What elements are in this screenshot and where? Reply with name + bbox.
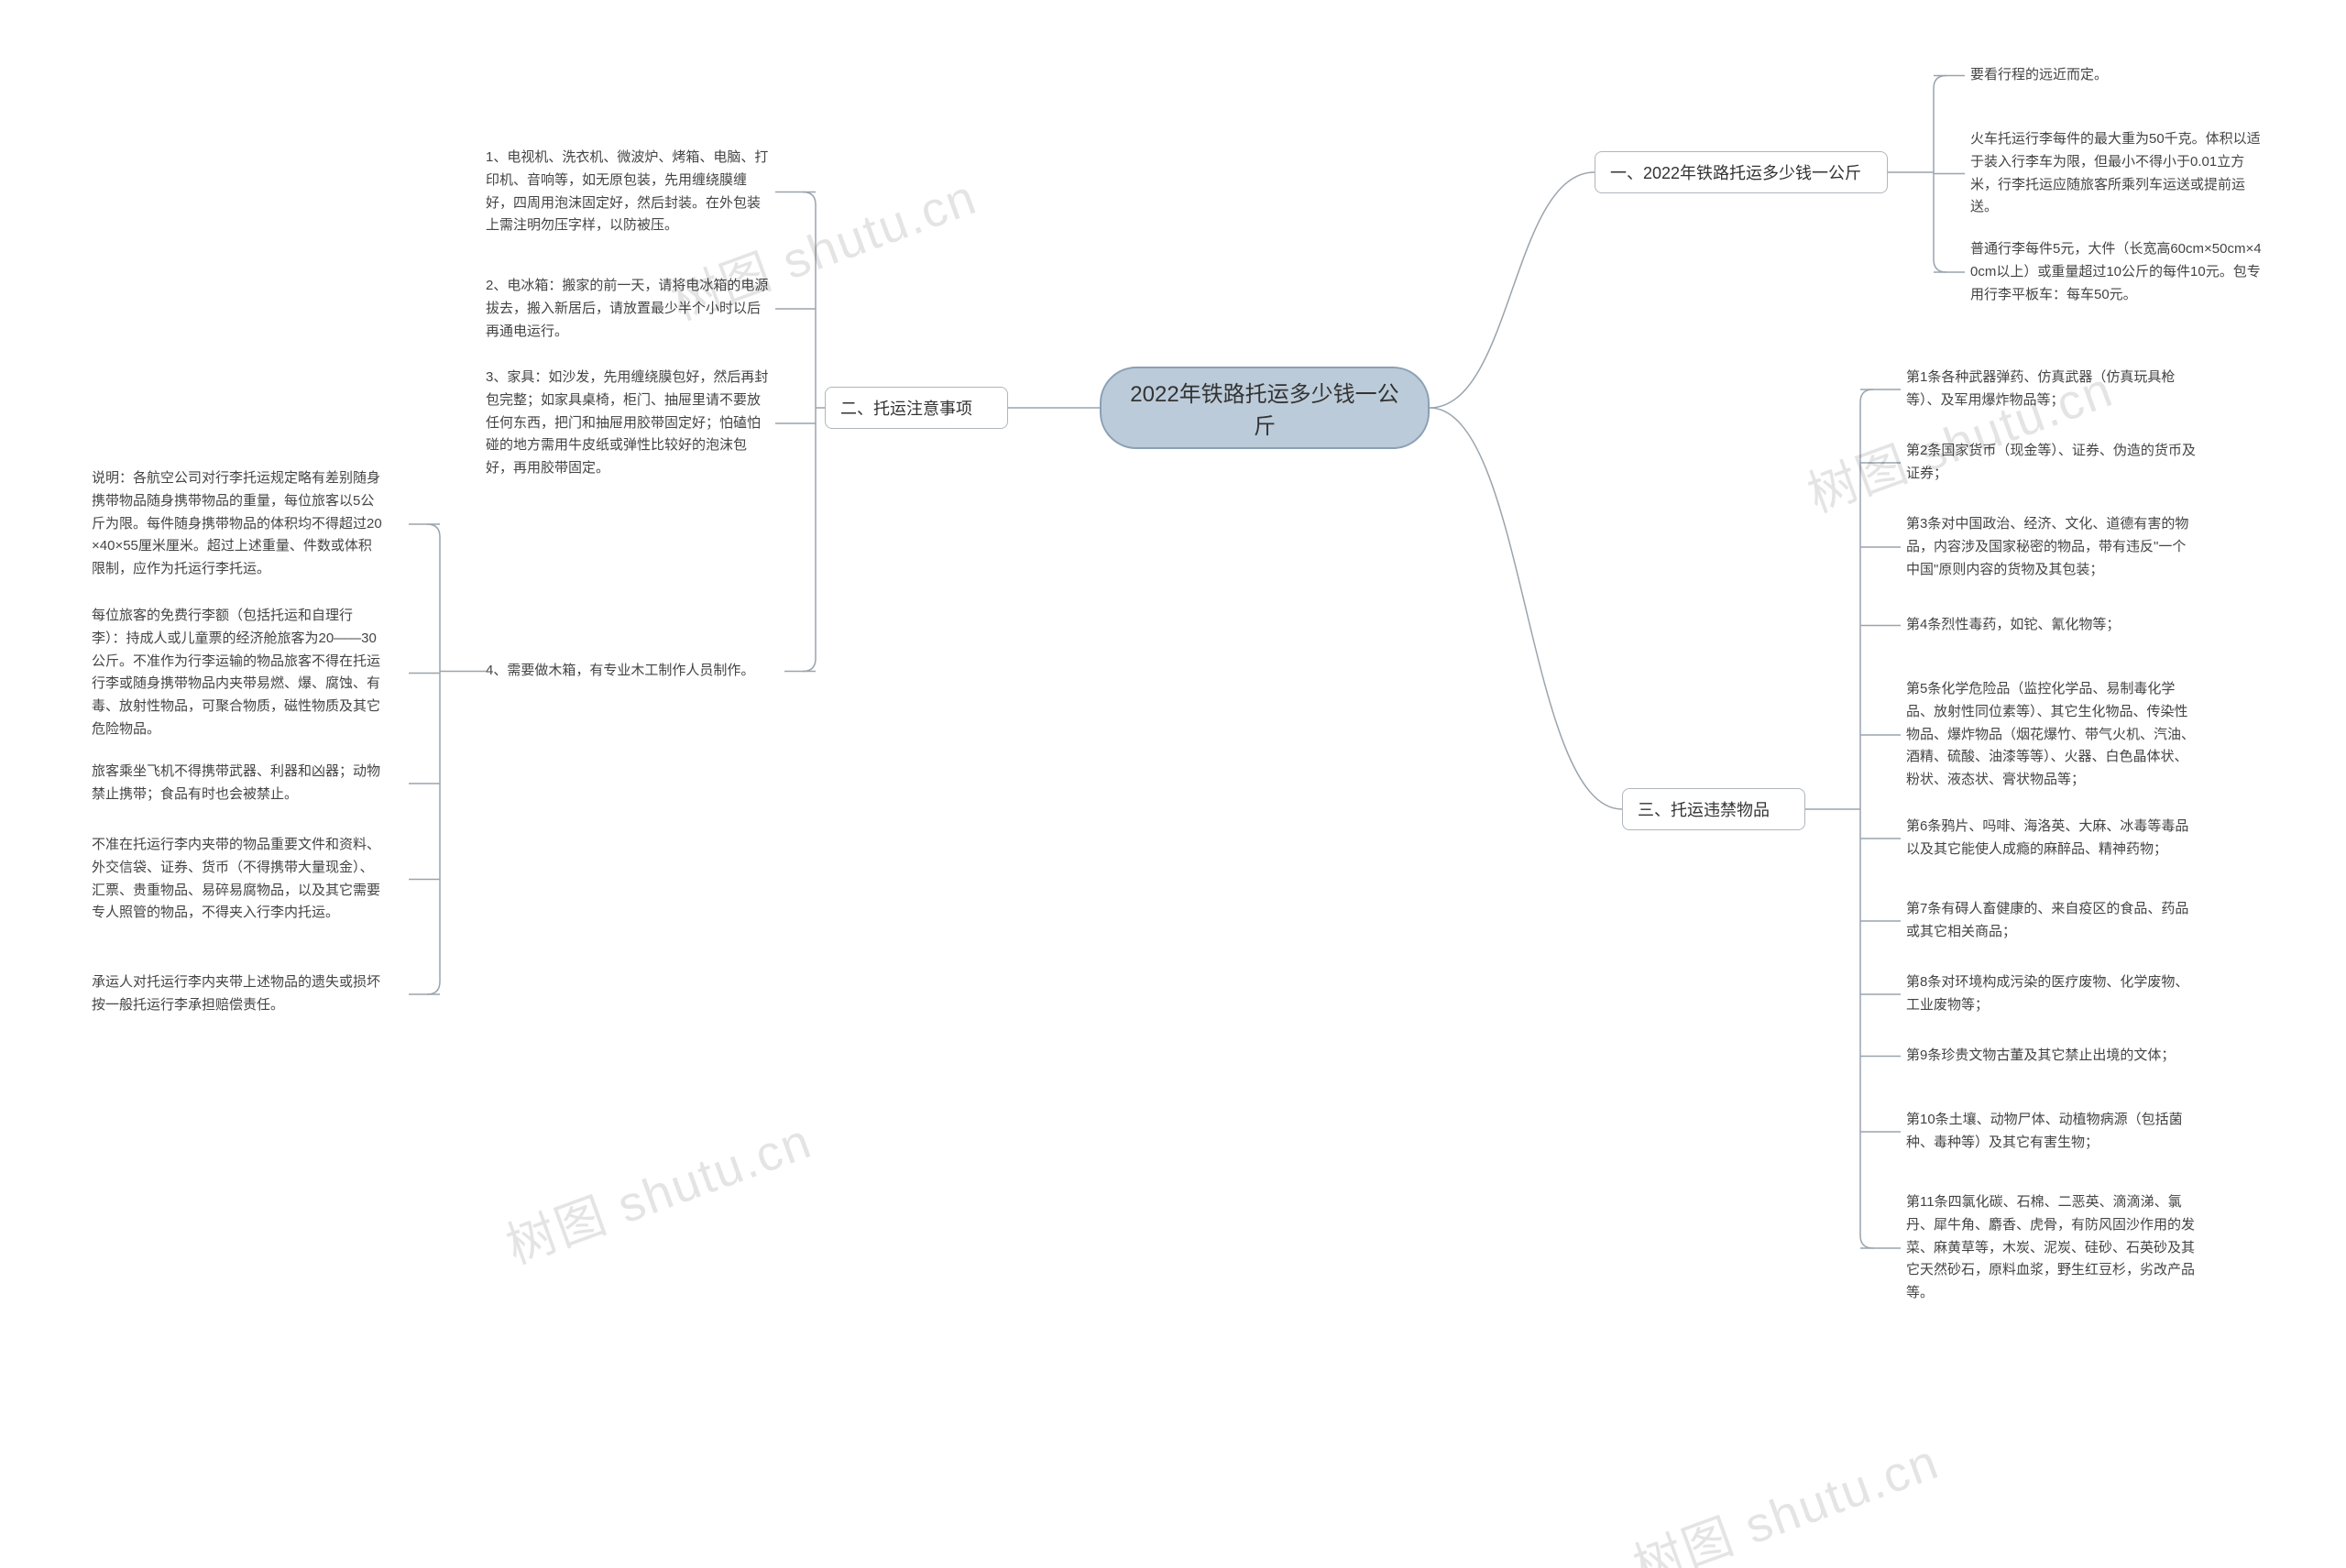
branch-2-leaf-3: 4、需要做木箱，有专业木工制作人员制作。 [486,660,779,683]
center-topic: 2022年铁路托运多少钱一公斤 [1100,367,1430,449]
branch-2-leaf-1: 2、电冰箱：搬家的前一天，请将电冰箱的电源拔去，搬入新居后，请放置最少半个小时以… [486,275,770,343]
branch-3-leaf-2: 第3条对中国政治、经济、文化、道德有害的物品，内容涉及国家秘密的物品，带有违反"… [1906,513,2199,581]
branch-3: 三、托运违禁物品 [1622,788,1805,830]
branch-3-leaf-8: 第9条珍贵文物古董及其它禁止出境的文体； [1906,1045,2199,1068]
branch-2-subleaf-1: 每位旅客的免费行李额（包括托运和自理行李）：持成人或儿童票的经济舱旅客为20——… [92,605,385,741]
branch-2-subleaf-4: 承运人对托运行李内夹带上述物品的遗失或损坏按一般托运行李承担赔偿责任。 [92,971,385,1017]
branch-3-leaf-4: 第5条化学危险品（监控化学品、易制毒化学品、放射性同位素等）、其它生化物品、传染… [1906,678,2199,792]
branch-3-leaf-9: 第10条土壤、动物尸体、动植物病源（包括菌种、毒种等）及其它有害生物； [1906,1109,2199,1155]
branch-2-leaf-0: 1、电视机、洗衣机、微波炉、烤箱、电脑、打印机、音响等，如无原包装，先用缠绕膜缠… [486,147,770,237]
branch-2-subleaf-0: 说明：各航空公司对行李托运规定略有差别随身携带物品随身携带物品的重量，每位旅客以… [92,467,385,581]
branch-1-leaf-0: 要看行程的远近而定。 [1970,64,2264,87]
watermark: 树图 shutu.cn [495,1101,820,1278]
branch-1-leaf-2: 普通行李每件5元，大件（长宽高60cm×50cm×40cm以上）或重量超过10公… [1970,238,2264,306]
branch-3-leaf-1: 第2条国家货币（现金等）、证券、伪造的货币及证券； [1906,440,2199,486]
branch-3-leaf-3: 第4条烈性毒药，如铊、氰化物等； [1906,614,2199,637]
branch-3-leaf-6: 第7条有碍人畜健康的、来自疫区的食品、药品或其它相关商品； [1906,898,2199,944]
branch-3-leaf-5: 第6条鸦片、吗啡、海洛英、大麻、冰毒等毒品以及其它能使人成瘾的麻醉品、精神药物； [1906,816,2199,861]
branch-3-leaf-0: 第1条各种武器弹药、仿真武器（仿真玩具枪等）、及军用爆炸物品等； [1906,367,2199,412]
branch-2: 二、托运注意事项 [825,387,1008,429]
branch-2-subleaf-3: 不准在托运行李内夹带的物品重要文件和资料、外交信袋、证券、货币（不得携带大量现金… [92,834,385,925]
branch-2-subleaf-2: 旅客乘坐飞机不得携带武器、利器和凶器；动物禁止携带；食品有时也会被禁止。 [92,761,385,806]
branch-3-leaf-10: 第11条四氯化碳、石棉、二恶英、滴滴涕、氯丹、犀牛角、麝香、虎骨，有防风固沙作用… [1906,1191,2199,1305]
branch-3-leaf-7: 第8条对环境构成污染的医疗废物、化学废物、工业废物等； [1906,971,2199,1017]
branch-2-leaf-2: 3、家具：如沙发，先用缠绕膜包好，然后再封包完整；如家具桌椅，柜门、抽屉里请不要… [486,367,770,480]
branch-1-leaf-1: 火车托运行李每件的最大重为50千克。体积以适于装入行李车为限，但最小不得小于0.… [1970,128,2264,219]
branch-1: 一、2022年铁路托运多少钱一公斤 [1595,151,1888,193]
watermark: 树图 shutu.cn [1622,1421,1947,1568]
